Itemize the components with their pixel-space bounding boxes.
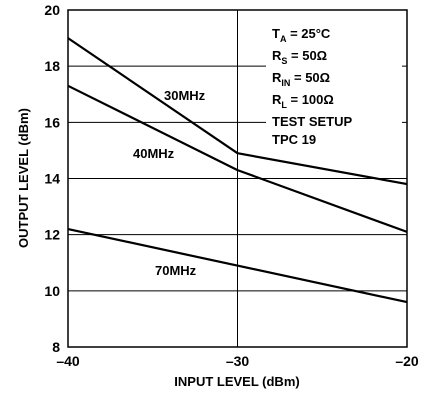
x-tick-label: –40 <box>56 353 80 369</box>
condition-rin: RIN = 50Ω <box>272 70 330 88</box>
y-tick-label: 8 <box>52 339 60 355</box>
y-tick-label: 12 <box>44 227 60 243</box>
series-line-70mhz <box>67 228 408 304</box>
series-line-30mhz <box>67 37 408 186</box>
plot-frame <box>67 9 408 348</box>
grid <box>68 10 407 347</box>
x-tick-label: –30 <box>226 353 250 369</box>
condition-rs: RS = 50Ω <box>272 48 327 66</box>
tick-labels: 8 10 12 14 16 18 20 –40 –30 –20 <box>44 2 418 369</box>
x-axis-title: INPUT LEVEL (dBm) <box>174 374 299 389</box>
series-group <box>67 37 408 304</box>
y-tick-label: 16 <box>44 114 60 130</box>
condition-test-setup: TEST SETUP <box>272 114 353 129</box>
series-label-70mhz: 70MHz <box>155 263 197 278</box>
series-line-40mhz <box>67 84 408 233</box>
series-label-30mhz: 30MHz <box>164 88 206 103</box>
y-tick-label: 14 <box>44 171 60 187</box>
x-tick-label: –20 <box>395 353 419 369</box>
conditions-box-bg <box>266 20 402 142</box>
y-tick-label: 10 <box>44 283 60 299</box>
y-axis-title: OUTPUT LEVEL (dBm) <box>16 108 31 248</box>
condition-ta: TA = 25°C <box>272 26 331 44</box>
y-tick-label: 20 <box>44 2 60 18</box>
y-tick-label: 18 <box>44 58 60 74</box>
series-label-40mhz: 40MHz <box>133 146 175 161</box>
condition-tpc: TPC 19 <box>272 132 316 147</box>
condition-rl: RL = 100Ω <box>272 92 334 110</box>
